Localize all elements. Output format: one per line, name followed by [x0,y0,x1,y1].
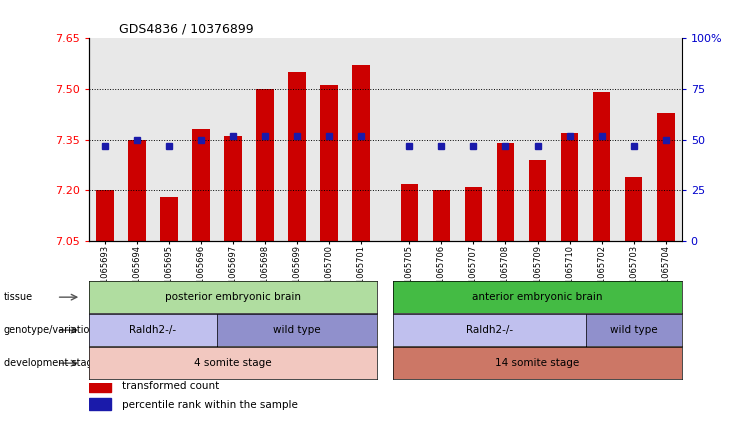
Text: development stage: development stage [4,358,99,368]
Text: 14 somite stage: 14 somite stage [496,358,579,368]
Bar [401,184,418,241]
Bar [225,136,242,241]
Bar [128,140,146,241]
Bar [96,190,114,241]
Bar [89,398,111,410]
Bar [561,133,579,241]
Bar [593,92,611,241]
Text: anterior embryonic brain: anterior embryonic brain [472,292,602,302]
Text: Raldh2-/-: Raldh2-/- [466,325,513,335]
Bar [433,190,451,241]
Bar [160,197,178,241]
Text: wild type: wild type [610,325,657,335]
Text: Raldh2-/-: Raldh2-/- [130,325,176,335]
Bar [529,160,546,241]
Text: genotype/variation: genotype/variation [4,325,96,335]
Text: 4 somite stage: 4 somite stage [194,358,272,368]
Bar [320,85,338,241]
Bar [496,143,514,241]
Text: GDS4836 / 10376899: GDS4836 / 10376899 [119,22,253,36]
Text: wild type: wild type [273,325,321,335]
Text: posterior embryonic brain: posterior embryonic brain [165,292,301,302]
Bar [89,380,111,392]
Bar [353,65,370,241]
Bar [465,187,482,241]
Text: percentile rank within the sample: percentile rank within the sample [122,400,298,409]
Bar [657,113,674,241]
Bar [256,89,274,241]
Bar [288,72,306,241]
Bar [192,129,210,241]
Text: tissue: tissue [4,292,33,302]
Text: transformed count: transformed count [122,381,219,391]
Bar [625,177,642,241]
